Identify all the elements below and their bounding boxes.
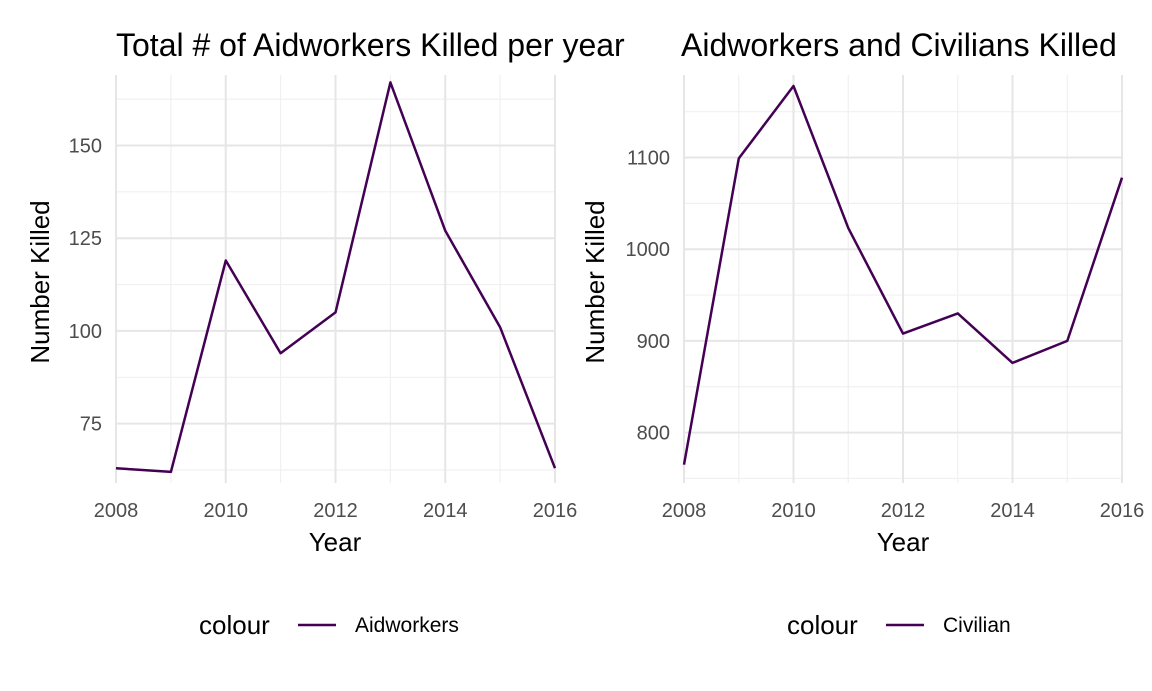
chart-title: Total # of Aidworkers Killed per year xyxy=(116,27,625,63)
legend-label: Aidworkers xyxy=(355,614,459,637)
y-tick-labels: 800 900 1000 1100 xyxy=(626,148,671,445)
series-layer xyxy=(115,81,557,474)
y-tick-label: 800 xyxy=(637,423,670,445)
x-tick-labels: 2008 2010 2012 2014 2016 xyxy=(662,500,1145,522)
x-tick-label: 2014 xyxy=(423,500,468,522)
x-tick-label: 2016 xyxy=(1100,500,1145,522)
x-axis-title: Year xyxy=(877,527,930,557)
y-tick-label: 900 xyxy=(637,331,670,353)
legend-title: colour xyxy=(199,610,270,640)
right-chart-panel: Aidworkers and Civilians Killed 2008 2010… xyxy=(580,27,1144,640)
x-tick-label: 2012 xyxy=(881,500,926,522)
y-axis-title: Number Killed xyxy=(25,200,55,363)
y-tick-label: 150 xyxy=(69,135,102,157)
gridlines xyxy=(115,75,556,483)
x-tick-label: 2010 xyxy=(771,500,816,522)
y-tick-label: 1000 xyxy=(626,239,671,261)
y-tick-label: 1100 xyxy=(627,148,670,170)
series-line-aidworkers xyxy=(115,81,557,474)
y-tick-labels: 75 100 125 150 xyxy=(69,135,102,435)
x-tick-label: 2010 xyxy=(204,500,249,522)
x-tick-label: 2016 xyxy=(533,500,578,522)
y-axis-title: Number Killed xyxy=(580,200,610,363)
legend-title: colour xyxy=(787,610,858,640)
x-tick-label: 2014 xyxy=(990,500,1035,522)
legend: colour Civilian xyxy=(787,610,1011,640)
left-chart-panel: Total # of Aidworkers Killed per year 20… xyxy=(25,27,625,640)
x-tick-labels: 2008 2010 2012 2014 2016 xyxy=(94,500,578,522)
x-axis-title: Year xyxy=(309,527,362,557)
x-tick-label: 2012 xyxy=(313,500,358,522)
y-tick-label: 100 xyxy=(69,321,102,343)
x-tick-label: 2008 xyxy=(94,500,139,522)
x-tick-label: 2008 xyxy=(662,500,707,522)
legend: colour Aidworkers xyxy=(199,610,459,640)
legend-label: Civilian xyxy=(943,614,1011,637)
y-tick-label: 125 xyxy=(69,228,102,250)
gridlines xyxy=(683,75,1123,483)
series-layer xyxy=(682,84,1124,465)
y-tick-label: 75 xyxy=(80,414,102,436)
chart-title: Aidworkers and Civilians Killed xyxy=(681,27,1117,63)
series-line-civilian xyxy=(682,84,1124,465)
